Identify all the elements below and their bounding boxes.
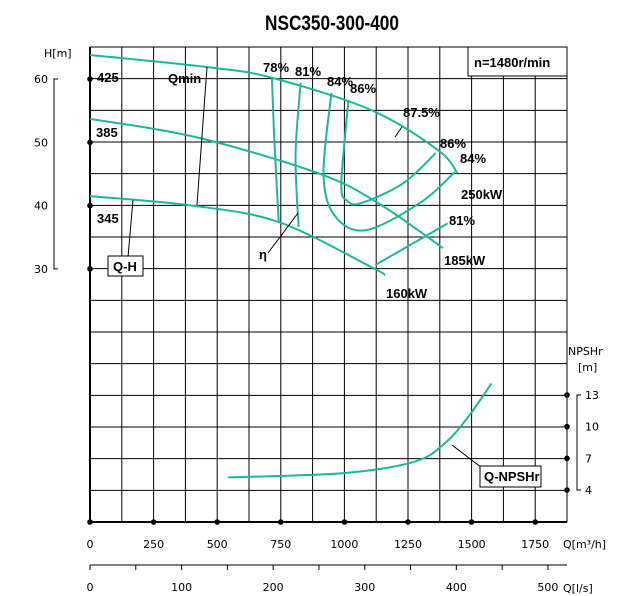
y2-tick-label: 4 (585, 484, 592, 497)
eff-84-label: 84% (327, 74, 353, 89)
speed-label: n=1480r/min (474, 55, 550, 70)
y-tick-dot (87, 76, 93, 82)
x2-tick-label: 100 (171, 581, 192, 594)
grid (89, 46, 568, 523)
qh-label: Q-H (113, 259, 137, 274)
y2-axis-label: NPSHr (568, 345, 603, 358)
x-tick-label: 0 (87, 538, 94, 551)
qnpsh-box (479, 465, 542, 488)
x2-axis-label: Q[l/s] (563, 582, 593, 595)
x-tick-dot (150, 519, 157, 525)
y-tick-label: 30 (34, 263, 48, 276)
power-185-label: 185kW (444, 253, 486, 268)
leader-lines (127, 66, 483, 469)
efficiency-curve (294, 82, 302, 228)
y-tick-dot (87, 266, 93, 272)
eff-875-label: 87.5% (403, 105, 440, 120)
y2-tick-label: 10 (585, 421, 599, 434)
impeller-425-label: 425 (97, 70, 119, 85)
y2-axis-unit: [m] (578, 361, 597, 374)
qnpsh-label: Q-NPSHr (484, 469, 540, 484)
x2-tick-label: 0 (87, 581, 94, 594)
x-tick-dot (341, 519, 348, 525)
y2-tick-dot (564, 487, 570, 493)
chart-title: NSC350-300-400 (265, 13, 399, 36)
eff-84-right-label: 84% (460, 151, 486, 166)
head-curve-425 (89, 53, 459, 174)
head-curve-385 (89, 117, 444, 249)
x-tick-dot (468, 519, 475, 525)
qmin-line (196, 66, 208, 206)
efficiency-curve (270, 77, 280, 223)
x2-tick-label: 500 (537, 581, 558, 594)
x-tick-label: 1250 (394, 538, 422, 551)
y2-tick-dot (564, 423, 570, 430)
curves (89, 53, 493, 479)
speed-box (467, 46, 568, 77)
x-tick-dot (405, 519, 411, 525)
eff-78-label: 78% (263, 60, 289, 75)
y2-axis-bracket (576, 394, 581, 491)
power-160-label: 160kW (386, 286, 428, 301)
efficiency-curve (374, 222, 449, 266)
x-tick-dot (278, 519, 284, 525)
x-tick-dot (532, 519, 538, 525)
x-tick-label: 250 (143, 538, 164, 551)
y2-tick-label: 7 (585, 452, 592, 465)
x-tick-label: 1000 (330, 538, 358, 551)
y2-tick-dot (564, 455, 570, 462)
x-tick-label: 1750 (521, 538, 549, 551)
eta-leader (267, 212, 299, 254)
qh-leader (127, 199, 134, 258)
eff-81-label: 81% (295, 64, 321, 79)
y-tick-dot (87, 139, 93, 146)
efficiency-curve (322, 92, 456, 232)
qnpsh-leader (451, 444, 483, 469)
eta-label: η (259, 247, 267, 262)
x-tick-dot (214, 519, 220, 525)
eff-86-label: 86% (350, 81, 376, 96)
y-tick-label: 60 (34, 73, 48, 86)
y-tick-dot (87, 202, 93, 209)
y-tick-label: 40 (34, 200, 48, 213)
y-tick-label: 50 (34, 136, 48, 149)
x-tick-label: 500 (207, 538, 228, 551)
y2-tick-label: 13 (585, 389, 599, 402)
power-250-label: 250kW (461, 187, 503, 202)
x-tick-label: 750 (270, 538, 291, 551)
eff-86-right-label: 86% (440, 136, 466, 151)
qmin-label: Qmin (168, 71, 201, 86)
x2-tick-label: 300 (354, 581, 375, 594)
x-tick-dot (87, 519, 93, 525)
x-tick-label: 1500 (458, 538, 486, 551)
qh-box (107, 255, 144, 277)
y-axis-bracket (53, 78, 58, 270)
impeller-345-label: 345 (97, 211, 119, 226)
x-axis-label: Q[m³/h] (563, 538, 606, 551)
eff-81-right-label: 81% (449, 213, 475, 228)
y2-tick-dot (564, 392, 570, 398)
npsh-curve (228, 382, 493, 479)
impeller-385-label: 385 (96, 125, 118, 140)
x2-tick-label: 400 (446, 581, 467, 594)
eff-875-leader (394, 126, 403, 138)
efficiency-curve (340, 99, 437, 206)
y-axis-label: H[m] (44, 47, 72, 60)
x2-tick-label: 200 (263, 581, 284, 594)
